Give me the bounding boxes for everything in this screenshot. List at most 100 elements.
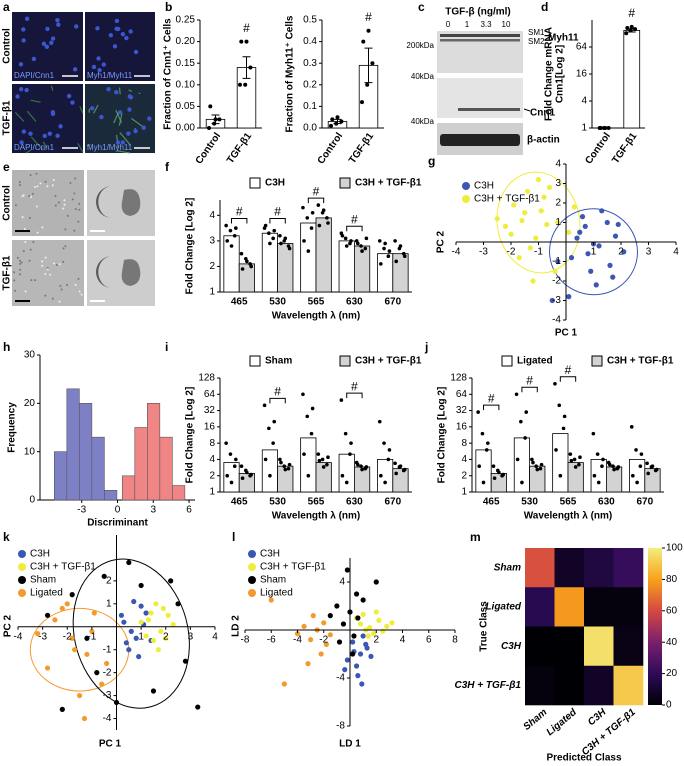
data-point <box>523 436 527 440</box>
y-axis-label: Cnn1[Log 2] <box>555 45 566 103</box>
data-point <box>268 473 272 478</box>
significance-bracket <box>307 197 325 204</box>
data-point <box>370 61 375 66</box>
legend-label: C3H + TGF-β1 <box>355 178 422 189</box>
pointer <box>523 108 531 112</box>
y-tick-label: 0 <box>29 495 35 506</box>
speck <box>16 256 19 259</box>
y-tick-label: 0.0 <box>303 123 317 134</box>
data-point <box>325 462 329 467</box>
nucleus <box>18 62 24 67</box>
nucleus <box>44 44 50 50</box>
data-point <box>121 619 127 625</box>
nucleus <box>19 140 24 145</box>
data-point <box>330 117 335 122</box>
data-point <box>511 202 517 208</box>
y-tick-label: 4 <box>209 454 215 465</box>
data-point <box>343 236 348 241</box>
data-point <box>592 473 597 478</box>
speck <box>18 181 21 184</box>
fiber <box>26 110 37 122</box>
data-point <box>272 419 277 424</box>
x-tick-label: 3 <box>150 505 156 516</box>
data-point <box>143 610 149 616</box>
data-point <box>239 464 244 468</box>
x-tick-label: -4 <box>293 635 302 646</box>
nucleus <box>21 38 26 43</box>
nucleus <box>141 125 146 130</box>
significance-label: # <box>488 391 495 405</box>
data-point <box>175 601 181 607</box>
legend-swatch <box>249 355 261 367</box>
panel-letter: f <box>165 160 170 174</box>
x-axis-label: PC 1 <box>99 739 122 750</box>
data-point <box>524 188 531 194</box>
data-point <box>384 623 390 630</box>
heatmap-cell <box>554 587 585 627</box>
channel-label: Myh1/Myh11 <box>87 143 133 152</box>
legend-swatch <box>339 177 351 189</box>
speck <box>77 277 80 280</box>
significance-label: # <box>236 205 243 219</box>
speck <box>49 273 52 276</box>
speck <box>36 231 39 234</box>
legend-label: C3H <box>265 178 285 189</box>
y-axis-label: Fraction of Cnn1⁺ Cells <box>163 18 174 130</box>
y-tick-label: 4 <box>461 454 467 465</box>
y-tick-label: 128 <box>450 373 467 384</box>
data-point <box>321 208 326 213</box>
data-point <box>69 592 75 598</box>
significance-bracket <box>559 376 577 382</box>
nucleus <box>56 22 61 27</box>
data-point <box>566 229 572 235</box>
panel-e-images: Control TGF-β1 <box>2 170 155 306</box>
data-point <box>344 567 350 573</box>
data-point <box>323 641 329 648</box>
dose-label: 1 <box>465 20 470 29</box>
speck <box>44 294 47 297</box>
data-point <box>359 464 363 468</box>
data-point <box>344 480 349 485</box>
data-point <box>383 241 387 246</box>
y-tick-label: 2 <box>209 261 215 272</box>
y-tick-label: 0.15 <box>176 58 196 69</box>
x-tick-label: -4 <box>452 247 461 258</box>
nucleus <box>147 116 152 121</box>
y-tick-label: 4 <box>581 96 587 107</box>
speck <box>59 284 62 287</box>
x-tick-label: 530 <box>269 297 286 308</box>
nucleus <box>55 18 60 23</box>
data-point <box>476 410 480 414</box>
panel-letter: e <box>3 160 10 174</box>
speck <box>34 186 37 189</box>
data-point <box>387 448 392 452</box>
data-point <box>541 194 547 200</box>
image-tile <box>12 170 84 236</box>
x-axis-label: Wavelength λ (nm) <box>524 511 613 522</box>
data-point <box>248 65 253 70</box>
x-tick-label: -6 <box>267 635 276 646</box>
colorbar-tick-label: 40 <box>666 637 678 648</box>
data-point <box>170 621 176 628</box>
data-point <box>373 609 379 615</box>
data-point <box>377 419 382 424</box>
speck <box>46 268 49 271</box>
x-tick-label: 530 <box>269 497 286 508</box>
data-point <box>336 639 343 645</box>
data-point <box>349 239 353 243</box>
y-tick-label: -1 <box>552 256 561 267</box>
fiber <box>118 112 123 126</box>
data-point <box>229 244 234 248</box>
data-point <box>84 635 90 641</box>
bar <box>277 243 294 293</box>
nucleus <box>24 87 29 93</box>
x-axis-label: Discriminant <box>87 518 148 529</box>
x-tick-label: -3 <box>38 631 47 642</box>
data-point <box>327 632 333 638</box>
panel-letter: h <box>3 340 10 354</box>
data-point <box>635 480 639 485</box>
x-tick-label: -3 <box>77 505 86 516</box>
bar <box>300 437 317 493</box>
x-tick-label: 6 <box>186 505 192 516</box>
y-tick-label: 2 <box>461 470 467 481</box>
